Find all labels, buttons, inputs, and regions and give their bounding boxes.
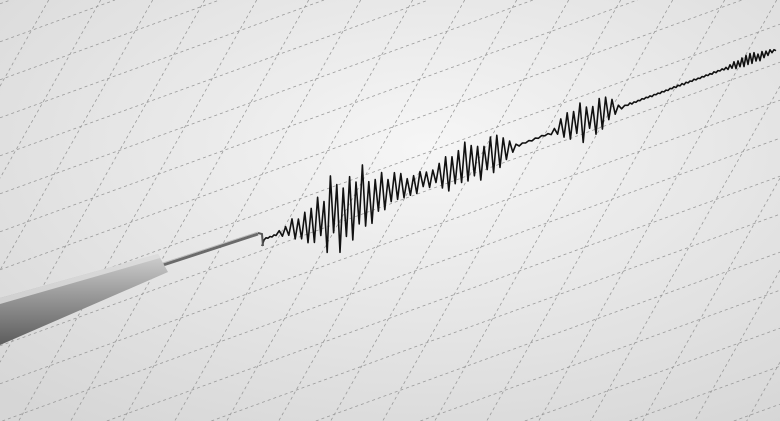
grid-line bbox=[0, 0, 638, 233]
grid-line bbox=[420, 289, 780, 421]
seismograph-pen-icon bbox=[0, 231, 264, 345]
grid-line bbox=[106, 175, 780, 421]
grid-line bbox=[174, 0, 414, 421]
grid-line bbox=[122, 0, 362, 421]
grid-line bbox=[226, 0, 466, 421]
grid-line bbox=[330, 0, 570, 421]
needle-highlight bbox=[159, 231, 259, 265]
grid-line bbox=[0, 0, 154, 271]
grid-line bbox=[629, 365, 780, 421]
grid-line bbox=[0, 0, 116, 43]
grid-line bbox=[0, 0, 534, 195]
seismic-trace bbox=[261, 48, 777, 254]
grid-line bbox=[0, 0, 11, 5]
grid-line bbox=[18, 0, 258, 421]
grid-line bbox=[0, 61, 780, 347]
grid-line bbox=[0, 0, 220, 81]
grid-line bbox=[733, 403, 780, 421]
grid-line bbox=[70, 0, 310, 421]
grid-line bbox=[315, 251, 780, 421]
grid-line bbox=[434, 0, 674, 421]
grid-line bbox=[0, 0, 50, 87]
grid-line bbox=[0, 99, 780, 385]
pen-edge bbox=[0, 254, 160, 304]
grid-line bbox=[590, 86, 780, 421]
grid-line bbox=[382, 0, 622, 421]
grid-line bbox=[746, 362, 780, 421]
grid-line bbox=[486, 0, 726, 421]
pen-needle bbox=[159, 232, 259, 268]
grid-line bbox=[694, 270, 780, 421]
grid-line bbox=[0, 0, 429, 157]
pen-tip bbox=[257, 232, 264, 247]
grid-line bbox=[211, 213, 780, 421]
grid-line bbox=[0, 0, 102, 179]
grid-line bbox=[0, 23, 780, 309]
grid-line bbox=[538, 0, 778, 421]
grid-line bbox=[642, 178, 780, 421]
grid-line bbox=[278, 0, 518, 421]
pen-body bbox=[0, 254, 168, 345]
